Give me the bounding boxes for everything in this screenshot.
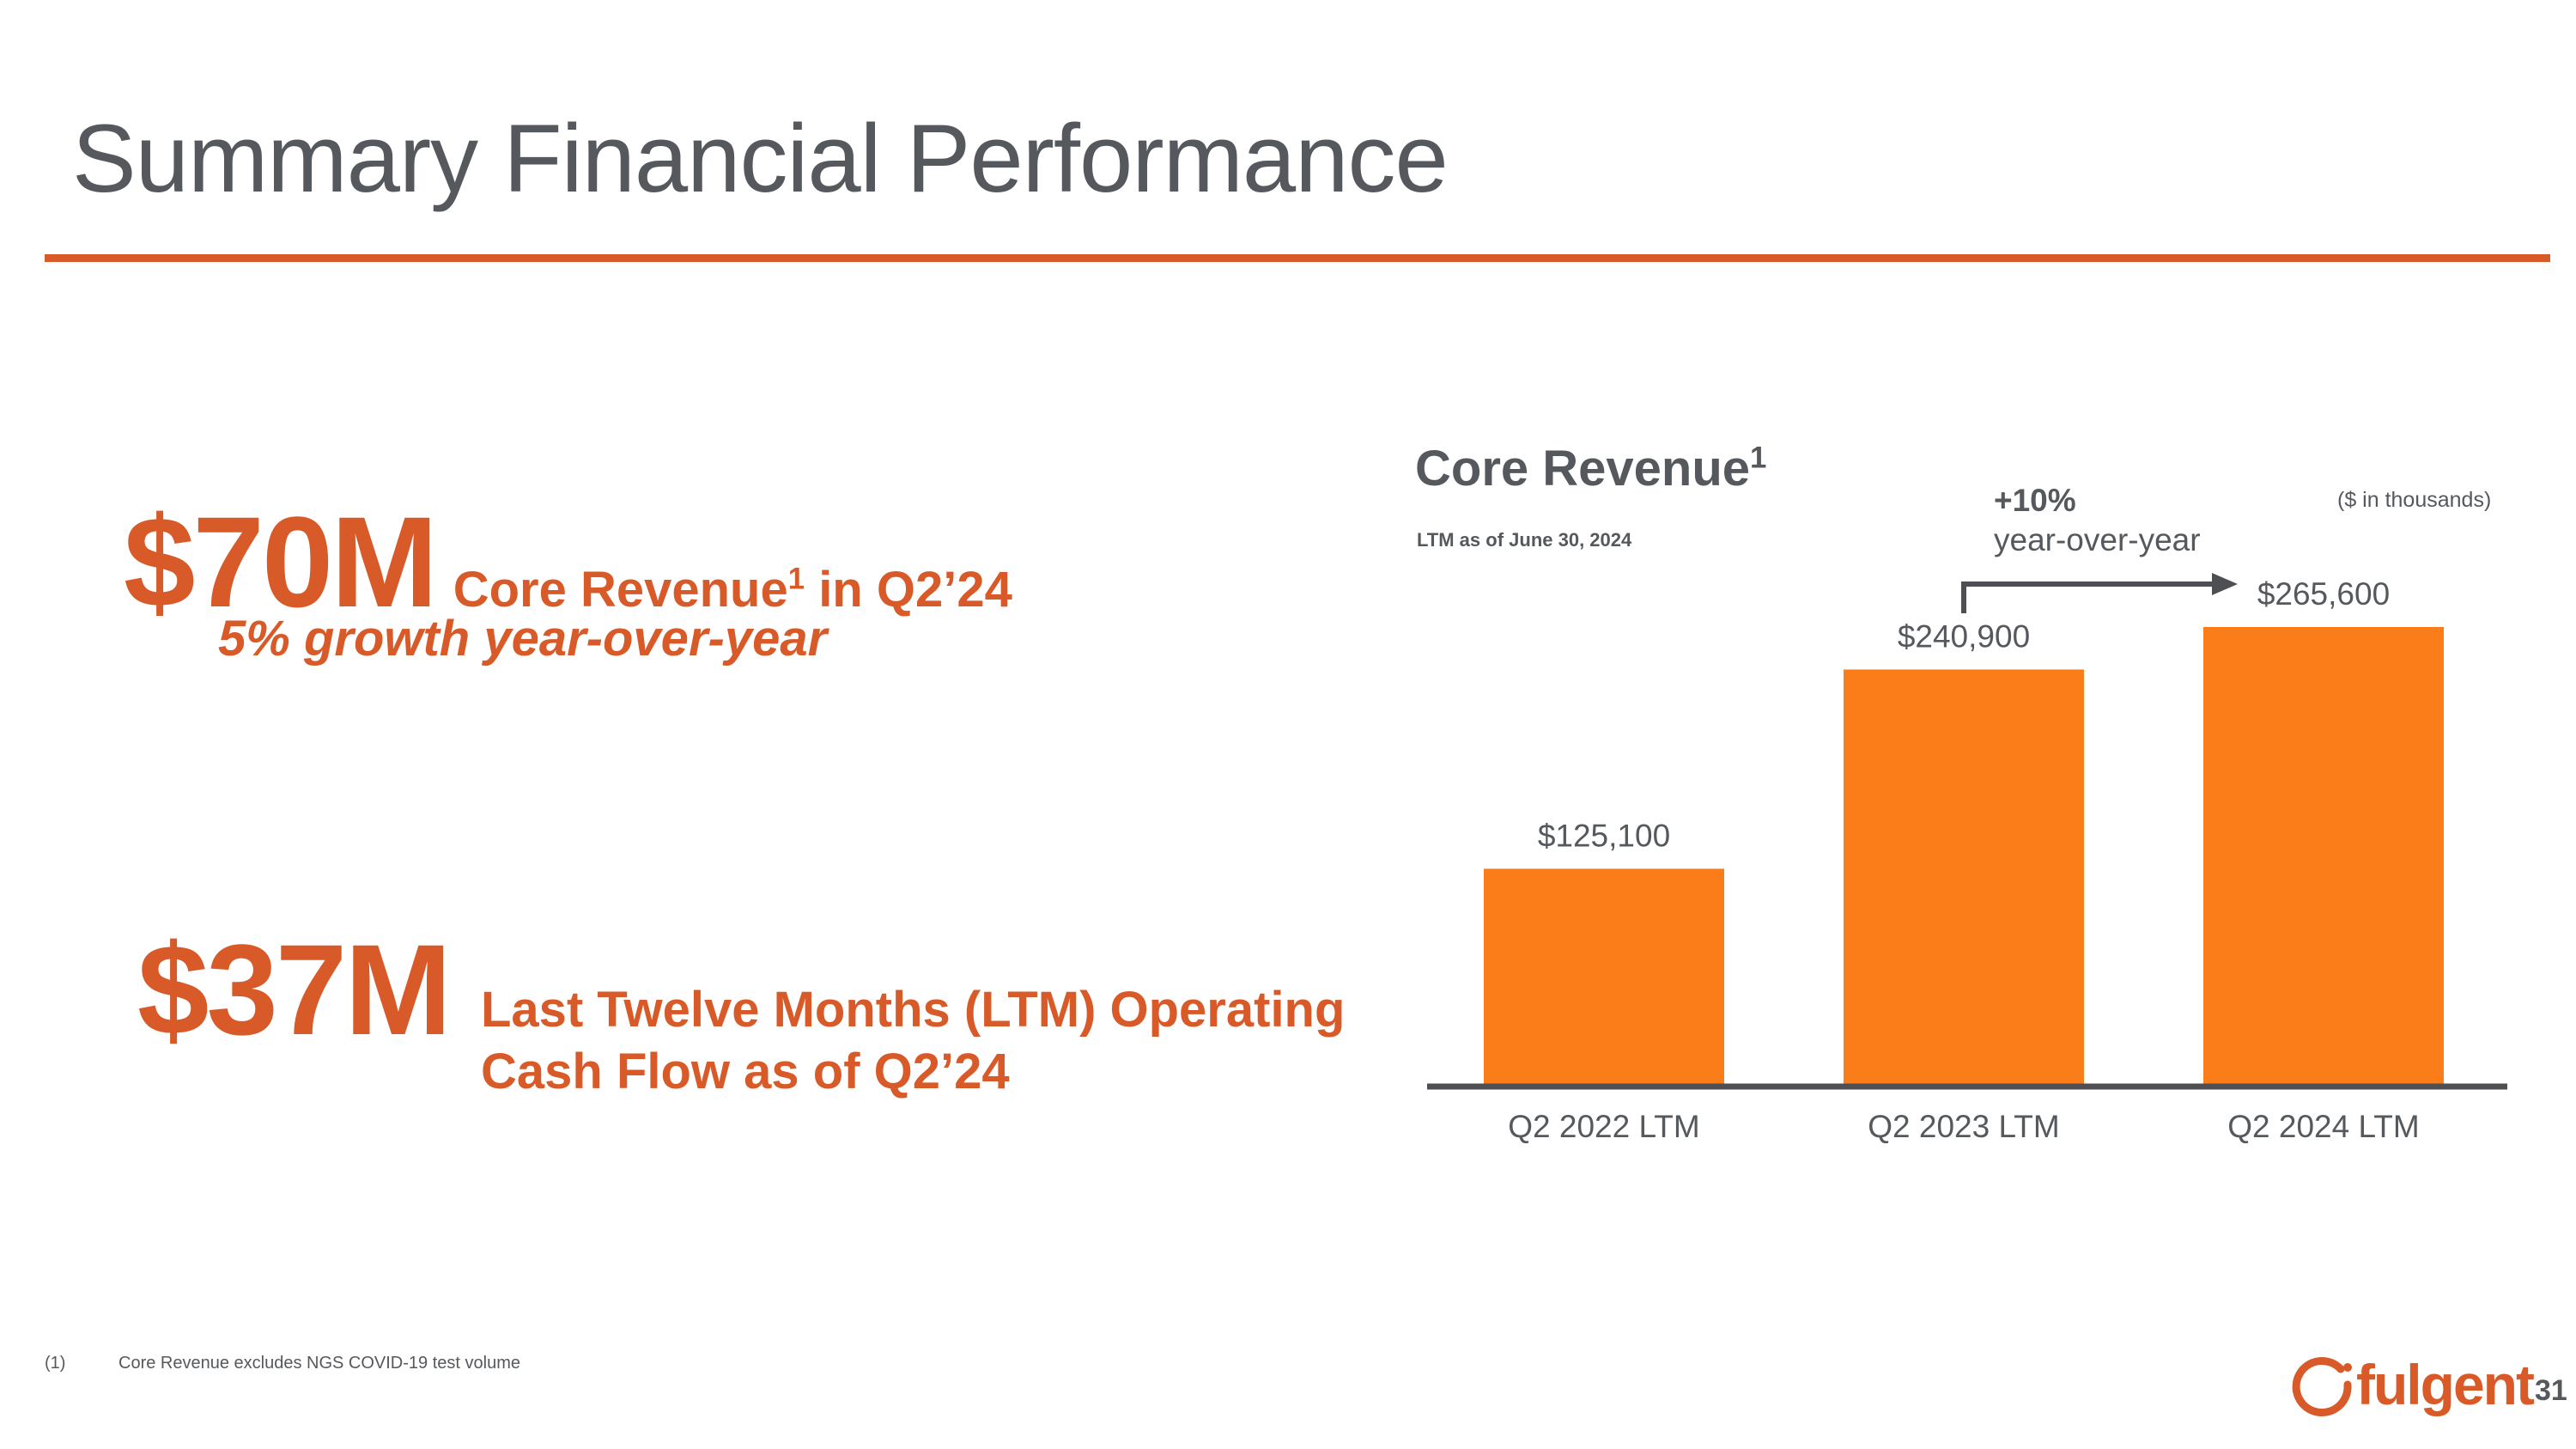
footnote-marker: (1) [45,1354,66,1373]
revenue-stat: $70M Core Revenue1 in Q2’24 [124,488,1012,636]
chart-title-text: Core Revenue [1415,441,1751,496]
revenue-growth: 5% growth year-over-year [218,611,828,667]
bar-1 [1484,868,1724,1084]
bar-3 [2203,627,2444,1084]
yoy-annotation-text: year-over-year [1994,522,2201,557]
yoy-annotation-percent: +10% [1994,483,2076,518]
cash-flow-value-wrap: $37M [137,916,452,1064]
chart-subtitle: LTM as of June 30, 2024 [1417,529,1632,551]
footnote-text: Core Revenue excludes NGS COVID-19 test … [118,1354,520,1373]
bar-2 [1844,669,2084,1084]
bar-value-label-1: $125,100 [1538,818,1670,853]
cash-flow-label: Last Twelve Months (LTM) Operating Cash … [481,979,1345,1103]
revenue-label: Core Revenue1 in Q2’24 [453,562,1012,618]
yoy-arrow-line [1961,581,2214,613]
fulgent-logo-text: fulgent [2356,1353,2535,1416]
bar-value-label-2: $240,900 [1898,618,2030,654]
x-tick-label-2: Q2 2023 LTM [1868,1109,2059,1144]
x-tick-label-1: Q2 2022 LTM [1508,1109,1699,1144]
revenue-value: $70M [124,490,438,634]
revenue-label-suffix: in Q2’24 [805,562,1012,618]
x-tick-label-3: Q2 2024 LTM [2227,1109,2419,1144]
revenue-footnote-marker: 1 [787,562,805,596]
cash-flow-label-line1: Last Twelve Months (LTM) Operating [481,982,1346,1038]
revenue-label-text: Core Revenue [453,562,788,618]
cash-flow-value: $37M [137,917,452,1062]
chart-units-note: ($ in thousands) [2337,488,2492,512]
cash-flow-label-line2: Cash Flow as of Q2’24 [481,1044,1010,1099]
title-divider [45,254,2550,262]
bar-value-label-3: $265,600 [2257,576,2390,612]
chart-title-footnote-marker: 1 [1750,441,1767,475]
page-number: 31 [2535,1374,2567,1407]
fulgent-logo: fulgent [2291,1347,2535,1433]
chart-title: Core Revenue1 [1415,440,1766,497]
page-title: Summary Financial Performance [72,105,1449,212]
yoy-arrow-head [2212,573,2238,595]
fulgent-logo-icon [2292,1357,2352,1416]
